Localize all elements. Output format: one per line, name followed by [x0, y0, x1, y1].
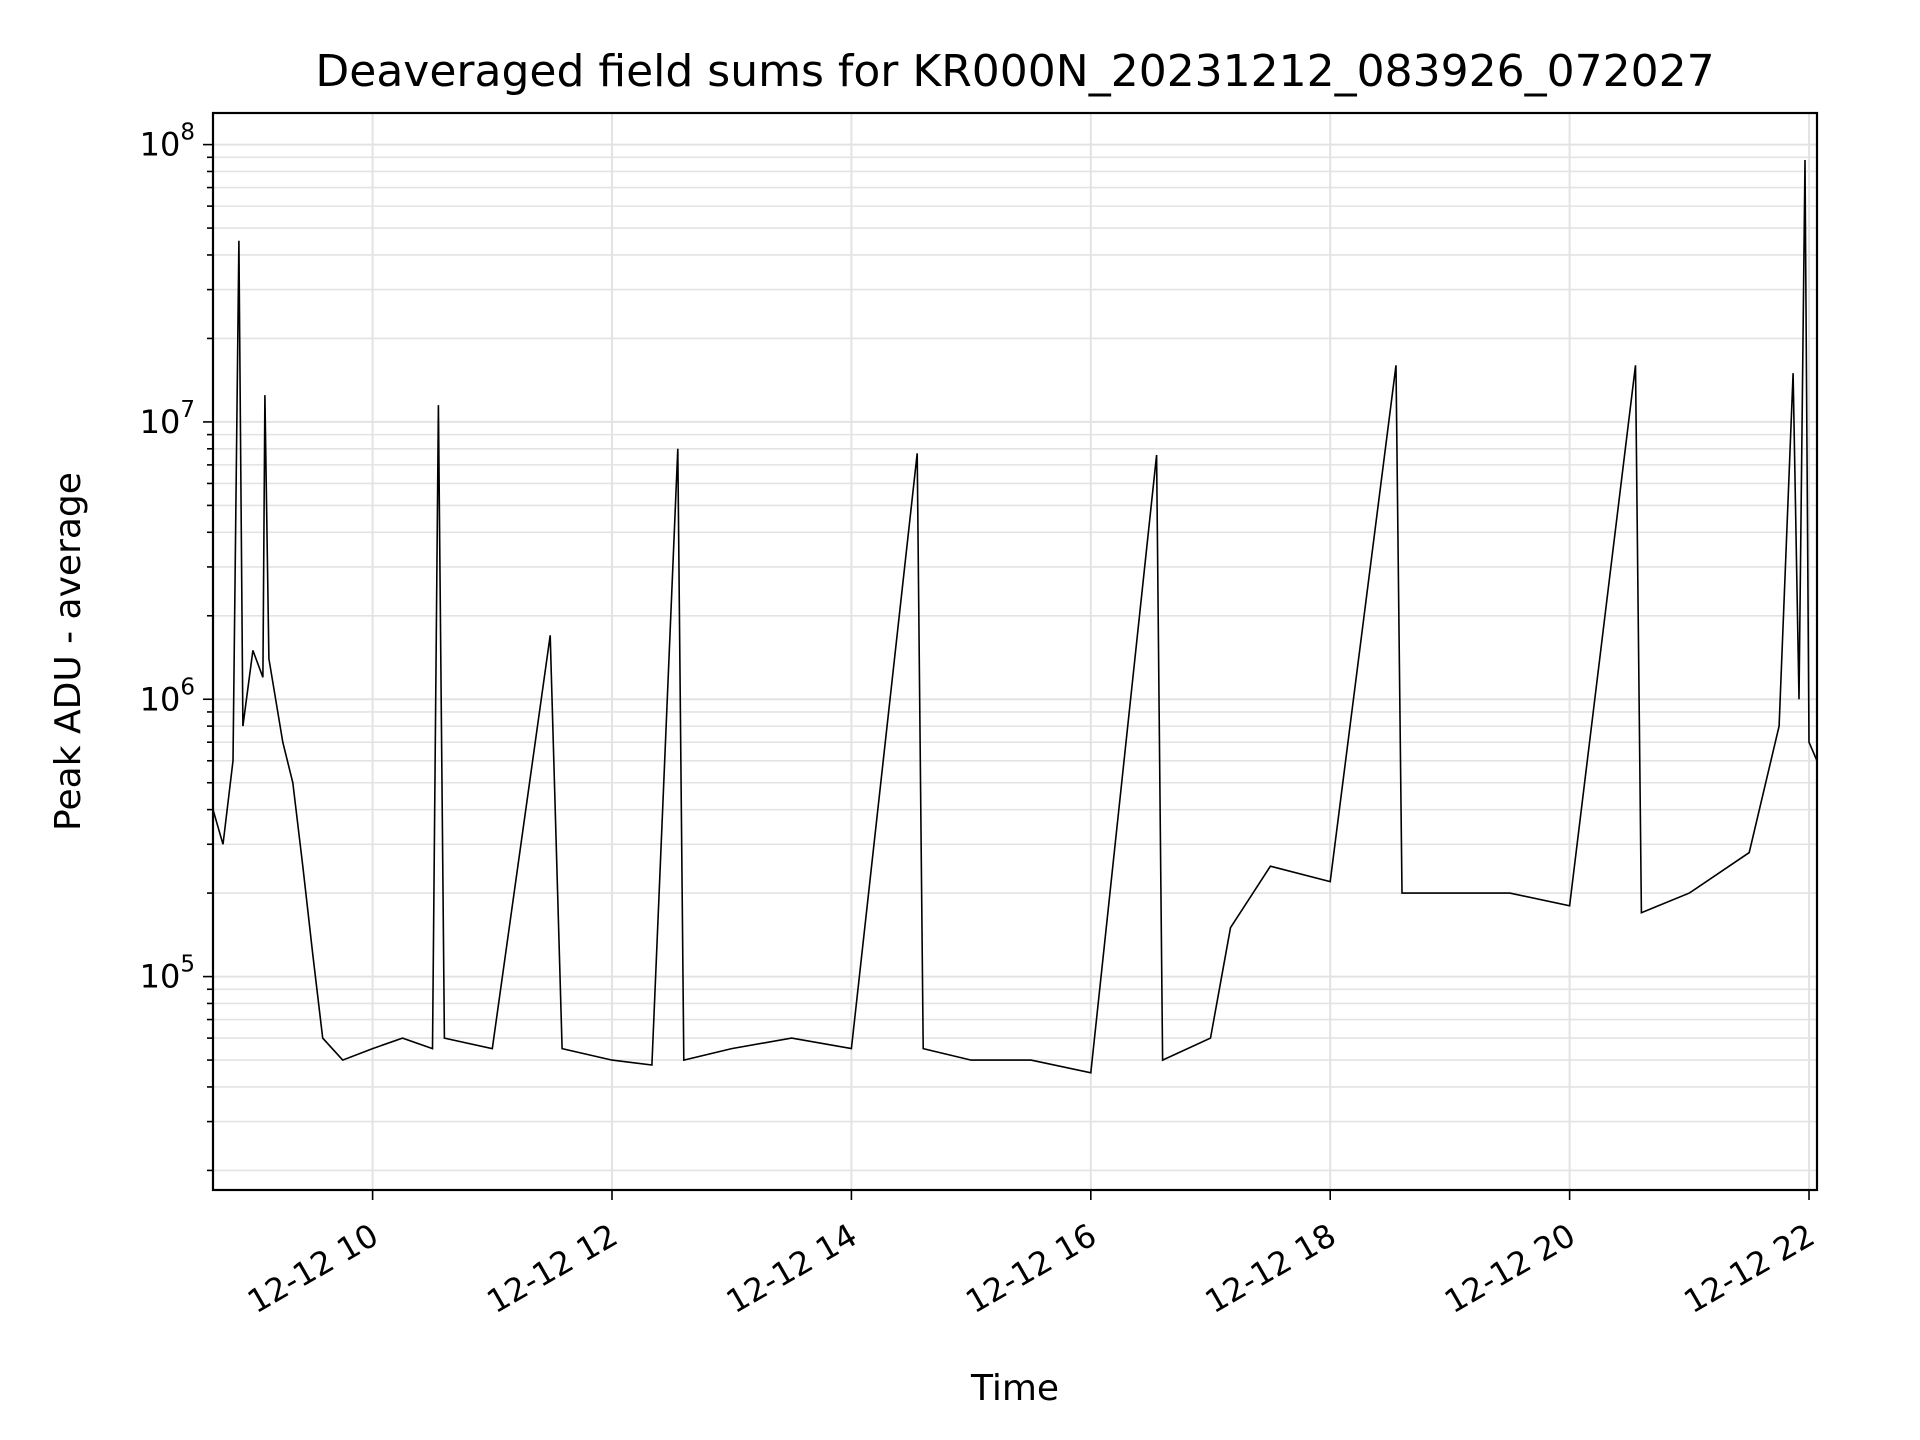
y-tick-label-base: 10: [140, 126, 181, 164]
grid: [213, 113, 1817, 1190]
y-tick-label: 105: [140, 952, 195, 996]
series-layer: [213, 159, 1817, 1074]
series-line: [213, 159, 1817, 1074]
plot-frame: [211, 111, 1819, 1192]
chart-title: Deaveraged field sums for KR000N_2023121…: [315, 46, 1714, 97]
y-tick-label: 106: [140, 674, 195, 718]
y-tick-label: 108: [140, 120, 195, 164]
y-axis-label: Peak ADU - average: [48, 472, 89, 831]
y-tick-label-exponent: 6: [180, 674, 195, 700]
y-tick-label-exponent: 8: [180, 120, 195, 146]
y-tick-label-base: 10: [140, 680, 181, 718]
y-tick-label-exponent: 5: [180, 952, 195, 978]
y-tick-label-exponent: 7: [180, 397, 195, 423]
y-tick-label: 107: [140, 397, 195, 441]
x-axis-label: Time: [970, 1368, 1059, 1409]
y-tick-label-base: 10: [140, 958, 181, 996]
y-tick-label-base: 10: [140, 403, 181, 441]
